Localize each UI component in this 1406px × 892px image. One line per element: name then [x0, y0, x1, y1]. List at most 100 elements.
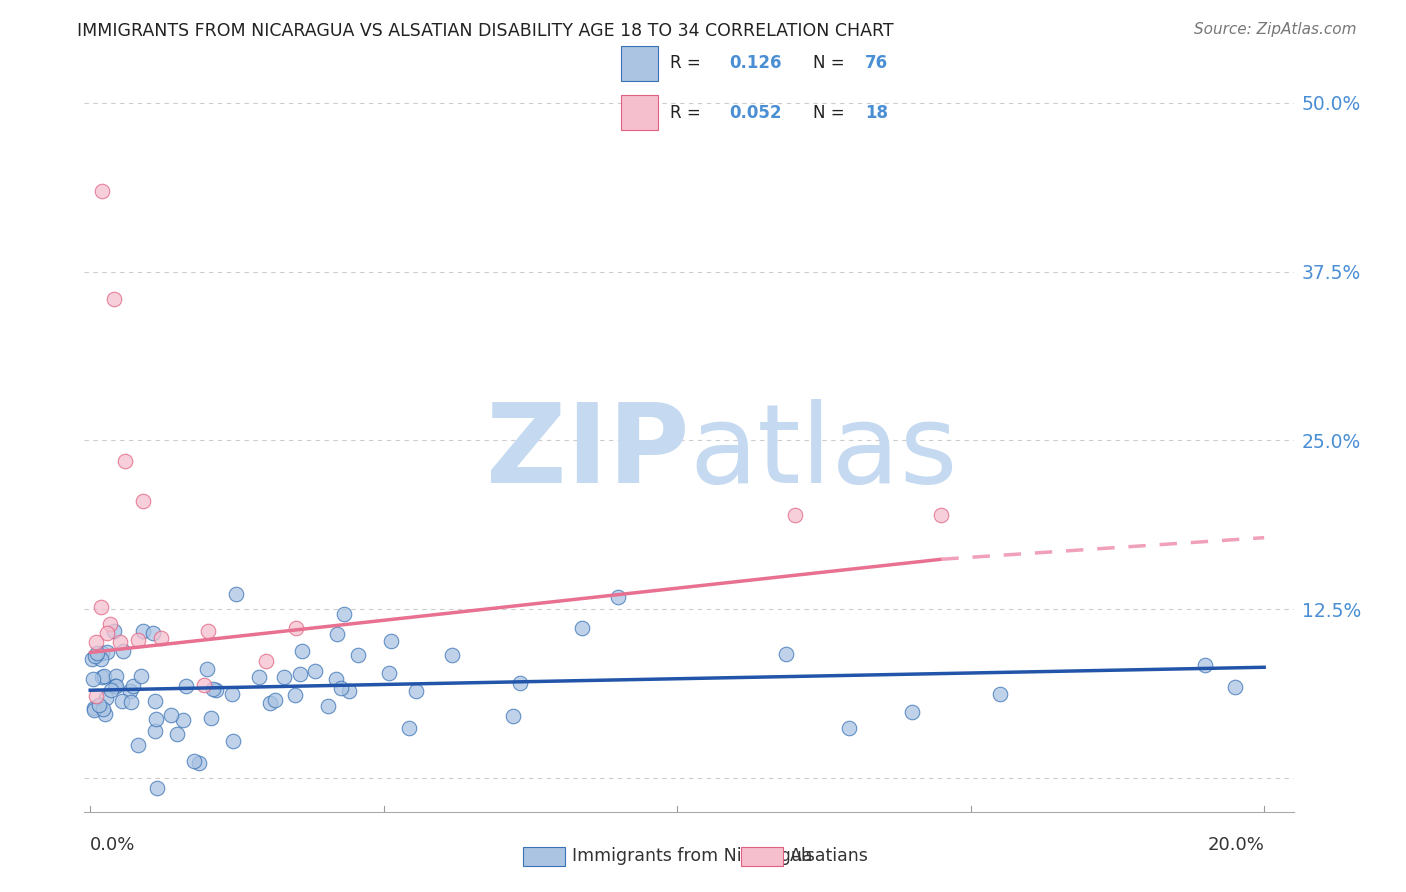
Point: [146, 780, 169, 795]
Text: Alsatians: Alsatians: [790, 847, 869, 865]
Point: [91, 646, 114, 660]
Point: [93, 669, 115, 683]
Point: [398, 721, 420, 735]
Text: 0.0%: 0.0%: [90, 836, 135, 854]
Point: [775, 648, 797, 662]
Point: [91, 184, 114, 198]
Point: [288, 666, 311, 681]
Point: [183, 754, 205, 768]
Point: [84, 690, 107, 704]
Point: [988, 687, 1011, 701]
Text: N =: N =: [813, 54, 844, 72]
Text: N =: N =: [813, 103, 844, 121]
Point: [222, 734, 245, 748]
Point: [80, 652, 103, 666]
Point: [142, 626, 165, 640]
Point: [127, 632, 149, 647]
Text: 76: 76: [865, 54, 889, 72]
Point: [783, 508, 806, 522]
Point: [129, 669, 152, 683]
Point: [838, 722, 860, 736]
Point: [1223, 680, 1246, 694]
Point: [509, 676, 531, 690]
Point: [93, 702, 115, 716]
Point: [193, 678, 215, 692]
Point: [405, 684, 427, 698]
Point: [273, 670, 295, 684]
Point: [380, 634, 402, 648]
Text: Source: ZipAtlas.com: Source: ZipAtlas.com: [1194, 22, 1357, 37]
Point: [347, 648, 370, 662]
Text: R =: R =: [671, 54, 702, 72]
Point: [100, 682, 122, 697]
Point: [111, 694, 134, 708]
Point: [201, 681, 224, 696]
Text: 18: 18: [865, 103, 889, 121]
Text: ZIP: ZIP: [485, 399, 689, 506]
Text: R =: R =: [671, 103, 702, 121]
Point: [93, 707, 115, 722]
Point: [127, 738, 149, 752]
Point: [103, 624, 125, 638]
Point: [225, 587, 247, 601]
Point: [94, 691, 117, 706]
Point: [104, 679, 127, 693]
Point: [221, 688, 243, 702]
Point: [160, 708, 183, 723]
Text: IMMIGRANTS FROM NICARAGUA VS ALSATIAN DISABILITY AGE 18 TO 34 CORRELATION CHART: IMMIGRANTS FROM NICARAGUA VS ALSATIAN DI…: [77, 22, 894, 40]
Point: [91, 670, 114, 684]
Point: [291, 644, 314, 658]
Point: [149, 632, 172, 646]
Point: [259, 696, 281, 710]
Point: [90, 652, 112, 666]
Point: [1194, 657, 1216, 672]
Text: atlas: atlas: [689, 399, 957, 506]
Point: [112, 643, 135, 657]
Point: [82, 672, 104, 686]
Point: [200, 711, 222, 725]
Point: [96, 626, 118, 640]
Point: [197, 624, 219, 639]
Point: [316, 698, 339, 713]
Point: [571, 621, 593, 635]
Point: [90, 600, 112, 615]
Point: [174, 679, 197, 693]
Point: [263, 692, 285, 706]
Point: [304, 664, 326, 678]
Point: [120, 683, 142, 698]
Point: [84, 648, 107, 663]
Point: [247, 670, 270, 684]
Point: [441, 648, 464, 662]
Point: [120, 695, 142, 709]
Point: [132, 494, 155, 508]
Point: [83, 701, 105, 715]
Point: [104, 669, 127, 683]
Point: [122, 679, 145, 693]
Text: 0.126: 0.126: [730, 54, 782, 72]
Point: [103, 680, 125, 694]
Point: [96, 645, 118, 659]
Point: [166, 727, 188, 741]
Point: [931, 508, 953, 522]
Point: [284, 621, 307, 635]
Point: [145, 713, 167, 727]
Text: 0.052: 0.052: [730, 103, 782, 121]
Point: [84, 635, 107, 649]
Point: [325, 672, 347, 686]
Point: [337, 684, 360, 698]
Point: [143, 693, 166, 707]
Bar: [621, 45, 658, 81]
Point: [131, 624, 153, 638]
Point: [187, 756, 209, 771]
Point: [86, 647, 108, 661]
Point: [901, 705, 924, 719]
Point: [89, 698, 111, 712]
Point: [143, 723, 166, 738]
Point: [205, 683, 228, 698]
Point: [195, 661, 218, 675]
Point: [108, 635, 131, 649]
Point: [83, 703, 105, 717]
Point: [254, 654, 277, 668]
Point: [329, 681, 352, 695]
Point: [172, 713, 194, 727]
